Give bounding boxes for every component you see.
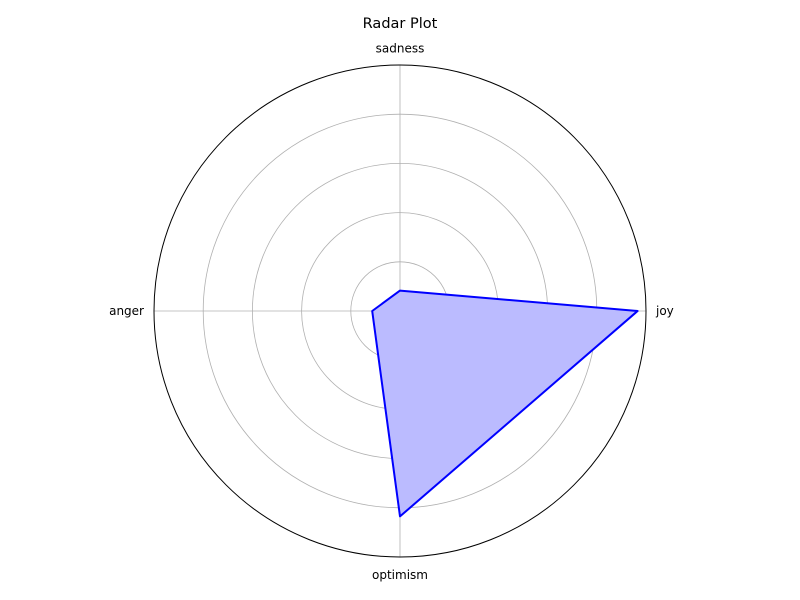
outer-frame (153, 64, 647, 558)
axis-label-anger: anger (109, 304, 144, 318)
axis-label-joy: joy (655, 304, 674, 318)
axis-label-sadness: sadness (376, 42, 425, 56)
chart-title: Radar Plot (363, 16, 438, 32)
axis-label-optimism: optimism (372, 568, 428, 582)
series-area-0 (372, 290, 638, 517)
radar-axis-labels: joy sadness anger optimism (109, 42, 674, 582)
series-line-0 (371, 289, 639, 518)
radar-series (371, 289, 639, 518)
